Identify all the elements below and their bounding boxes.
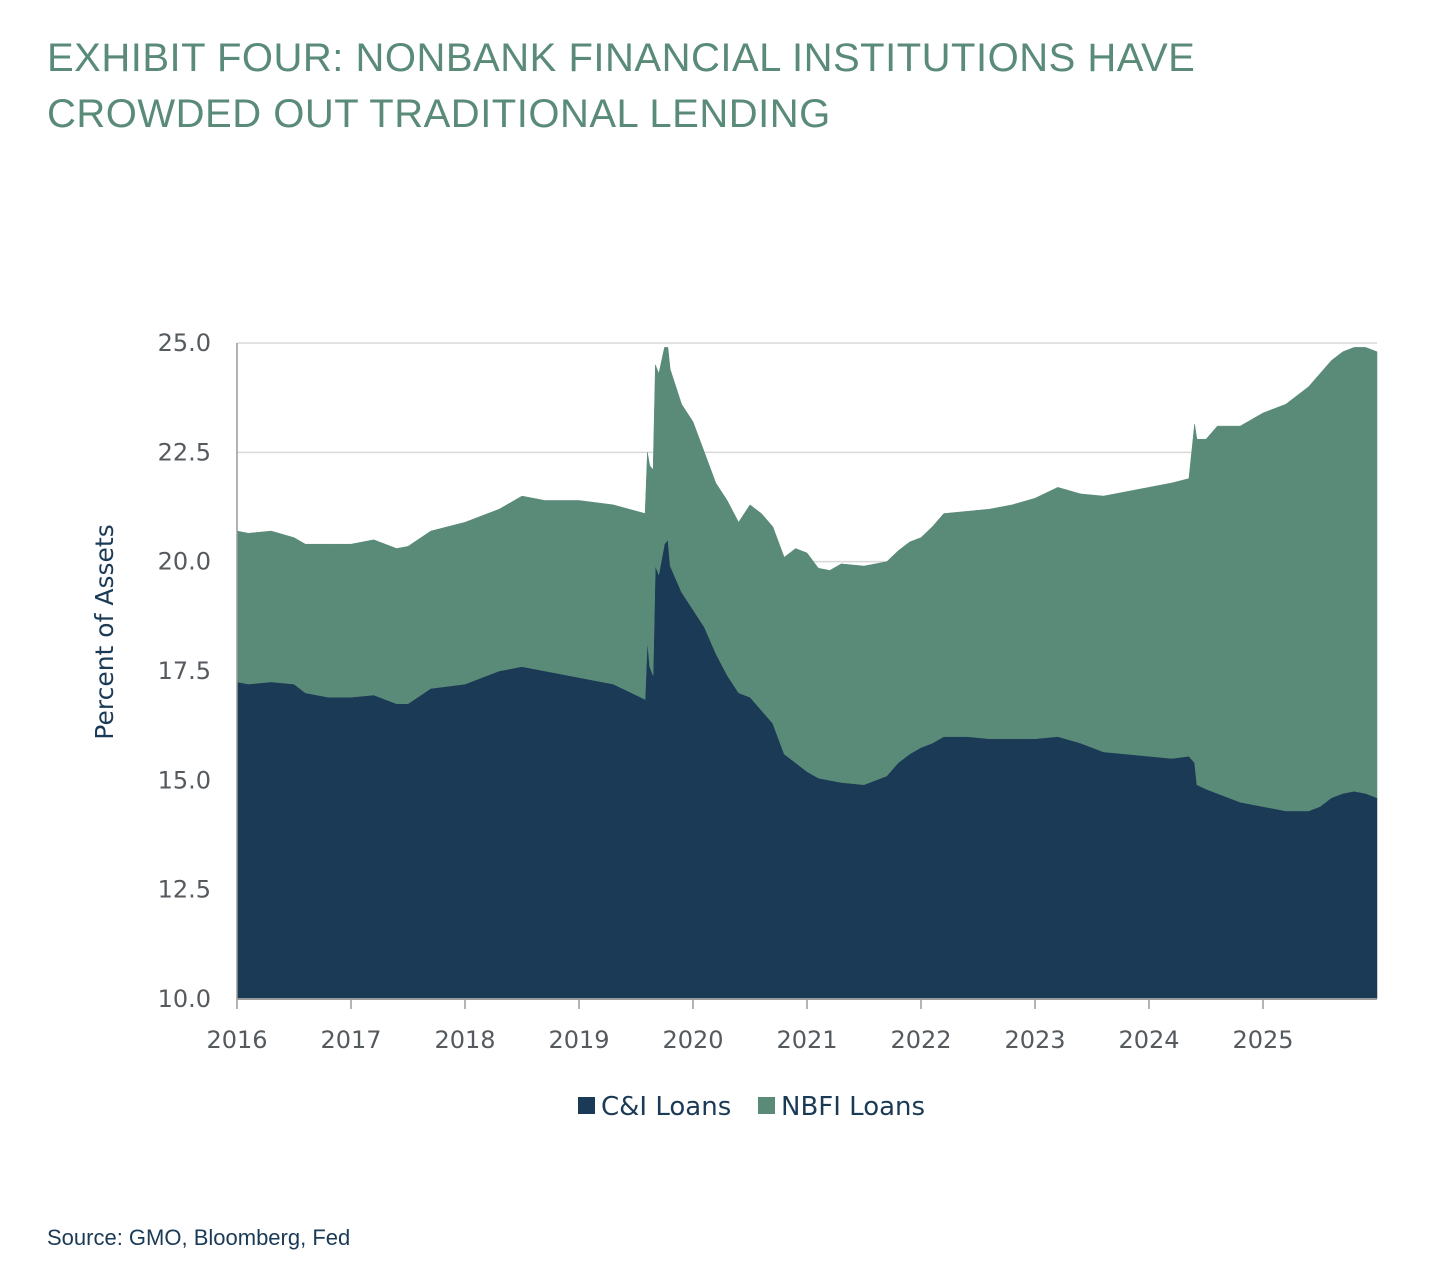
y-tick-label-6: 25.0 bbox=[158, 329, 211, 357]
x-tick-label-3: 2019 bbox=[548, 1026, 609, 1054]
x-tick-label-1: 2017 bbox=[320, 1026, 381, 1054]
y-axis-label: Percent of Assets bbox=[90, 524, 119, 739]
x-tick-label-7: 2023 bbox=[1004, 1026, 1065, 1054]
stacked-area-chart: 10.012.515.017.520.022.525.0 2016 2017 201… bbox=[90, 329, 1378, 1122]
legend: C&I Loans NBFI Loans bbox=[578, 1092, 925, 1122]
x-tick-label-5: 2021 bbox=[776, 1026, 837, 1054]
y-tick-label-3: 17.5 bbox=[158, 657, 211, 685]
x-tick-label-2: 2018 bbox=[434, 1026, 495, 1054]
y-tick-label-0: 10.0 bbox=[158, 985, 211, 1013]
x-tick-label-8: 2024 bbox=[1118, 1026, 1179, 1054]
axes bbox=[236, 343, 1377, 1009]
y-tick-label-2: 15.0 bbox=[158, 766, 211, 794]
y-axis-tick-labels: 10.0 12.5 15.0 17.5 20.0 22.5 25.0 bbox=[158, 329, 211, 1013]
legend-label-ci-loans: C&I Loans bbox=[601, 1092, 731, 1122]
area-series bbox=[236, 347, 1378, 1000]
legend-swatch-nbfi-loans bbox=[758, 1097, 775, 1114]
x-axis-tick-labels: 2016 2017 2018 2019 2020 2021 2022 2023 2024 2025 bbox=[206, 1026, 1293, 1054]
source-note: Source: GMO, Bloomberg, Fed bbox=[47, 1225, 351, 1250]
x-tick-label-6: 2022 bbox=[890, 1026, 951, 1054]
chart-title: EXHIBIT FOUR: NONBANK FINANCIAL INSTITUT… bbox=[47, 36, 1196, 136]
legend-swatch-ci-loans bbox=[578, 1097, 595, 1114]
legend-label-nbfi-loans: NBFI Loans bbox=[781, 1092, 925, 1122]
area-nbfi-loans bbox=[236, 347, 1378, 812]
y-tick-label-5: 22.5 bbox=[158, 438, 211, 466]
x-tick-label-9: 2025 bbox=[1232, 1026, 1293, 1054]
x-tick-label-0: 2016 bbox=[206, 1026, 267, 1054]
y-tick-label-1: 12.5 bbox=[158, 876, 211, 904]
x-tick-label-4: 2020 bbox=[662, 1026, 723, 1054]
y-tick-label-4: 20.0 bbox=[158, 548, 211, 576]
